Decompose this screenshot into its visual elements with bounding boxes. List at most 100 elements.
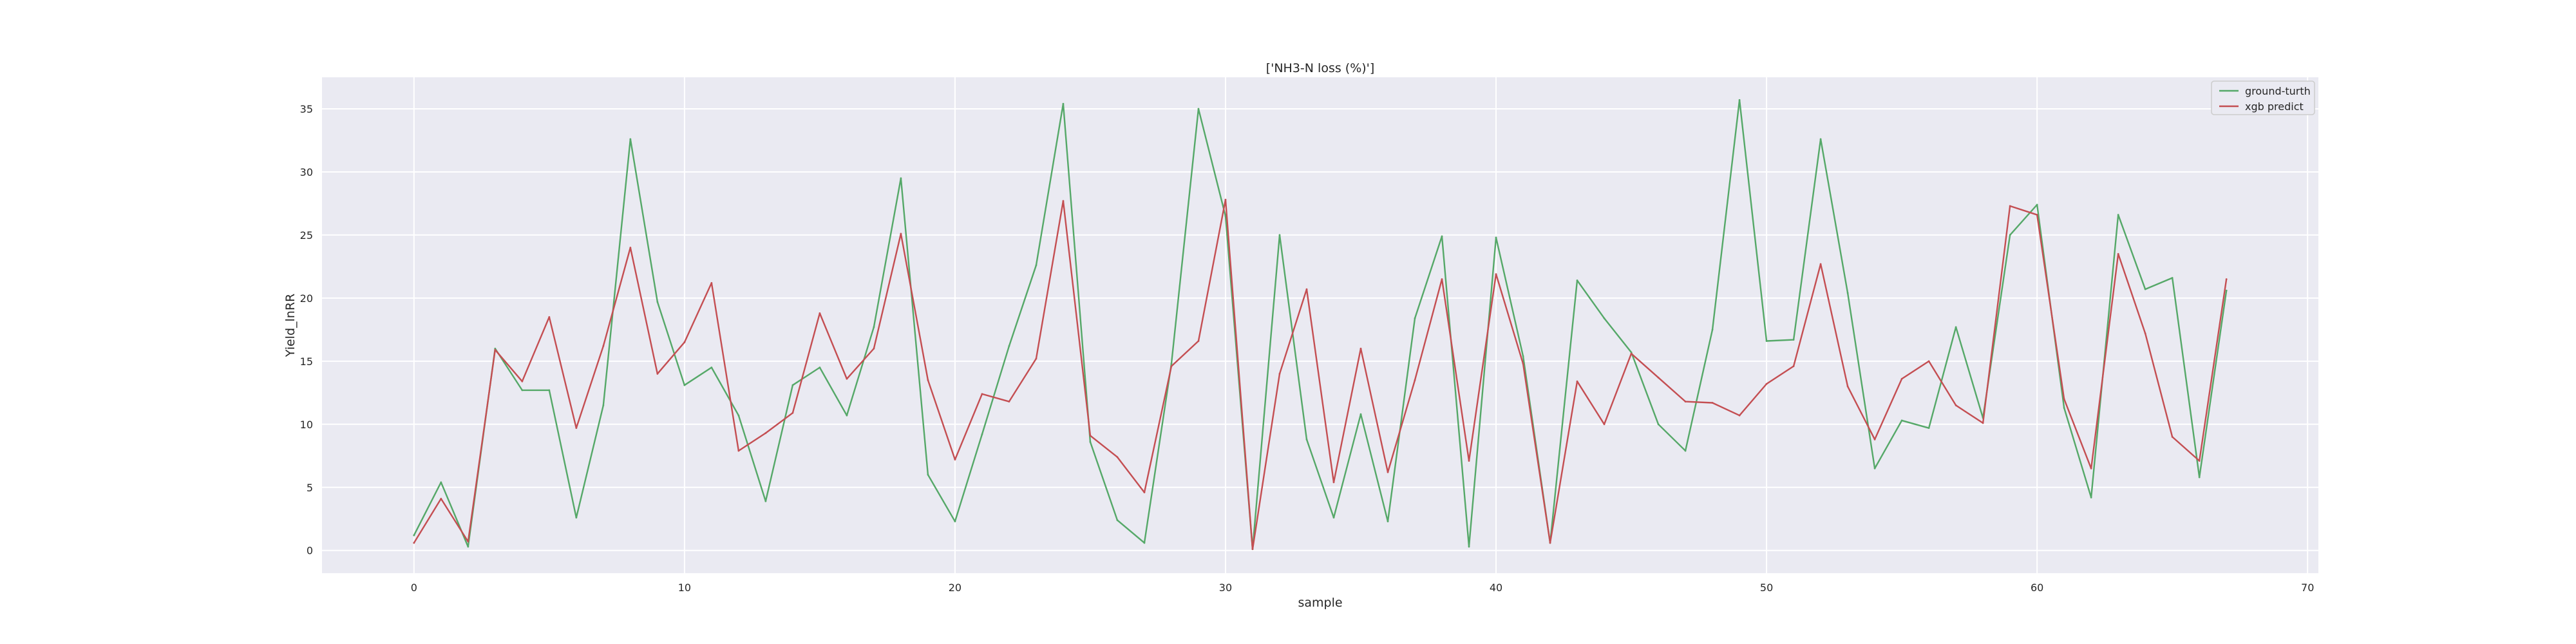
data-point (1116, 519, 1119, 522)
data-point (683, 341, 686, 343)
x-tick-label: 0 (411, 582, 417, 594)
y-tick-label: 5 (307, 482, 313, 494)
data-point (1900, 419, 1903, 422)
data-point (2198, 476, 2201, 478)
data-point (1224, 215, 1227, 217)
data-point (2144, 288, 2146, 290)
data-point (2198, 460, 2201, 462)
data-point (1955, 404, 1957, 406)
data-point (791, 412, 794, 414)
data-point (1900, 377, 1903, 380)
data-point (656, 373, 659, 375)
data-point (1792, 365, 1795, 368)
data-point (900, 177, 902, 180)
data-point (873, 347, 875, 350)
data-point (602, 345, 605, 347)
data-point (1170, 365, 1173, 368)
data-point (1441, 235, 1443, 238)
data-point (2225, 289, 2228, 292)
data-point (1305, 288, 1308, 290)
data-point (2171, 435, 2174, 438)
data-point (737, 414, 740, 417)
data-point (1711, 328, 1714, 331)
data-point (1414, 379, 1416, 381)
data-point (1657, 376, 1660, 379)
y-ticks: 0 5 10 15 20 25 30 35 (300, 103, 313, 557)
x-tick-label: 40 (1490, 582, 1502, 594)
y-tick-label: 35 (300, 103, 313, 115)
legend-label: xgb predict (2245, 100, 2304, 113)
data-point (1414, 317, 1416, 319)
data-point (846, 377, 848, 380)
y-tick-label: 20 (300, 292, 313, 305)
data-point (656, 301, 659, 303)
y-tick-label: 15 (300, 355, 313, 368)
data-point (819, 312, 821, 314)
data-point (1359, 413, 1362, 415)
data-point (1603, 317, 1605, 319)
data-point (548, 389, 551, 392)
y-tick-label: 10 (300, 419, 313, 431)
data-point (1765, 383, 1768, 385)
chart-title: ['NH3-N loss (%)'] (1266, 61, 1375, 75)
data-point (2063, 398, 2065, 401)
data-point (1468, 545, 1470, 548)
data-point (2090, 497, 2092, 498)
data-point (1549, 542, 1551, 544)
plot-area (322, 77, 2318, 573)
data-point (1765, 340, 1768, 342)
data-point (764, 500, 767, 502)
data-point (1846, 385, 1849, 388)
data-point (1738, 414, 1741, 417)
x-tick-label: 20 (949, 582, 961, 594)
data-point (900, 232, 902, 235)
data-point (1008, 401, 1010, 402)
data-point (1684, 401, 1687, 402)
x-axis-label: sample (1298, 596, 1342, 610)
data-point (1278, 373, 1281, 375)
data-point (413, 534, 415, 536)
data-point (494, 347, 497, 350)
data-point (1008, 345, 1010, 347)
data-point (710, 366, 713, 369)
data-point (1143, 491, 1146, 494)
data-point (819, 366, 821, 369)
data-point (1630, 352, 1633, 355)
data-point (1143, 542, 1146, 544)
legend-label: ground-turth (2245, 85, 2311, 97)
y-tick-label: 0 (307, 545, 313, 557)
data-point (413, 542, 415, 544)
data-point (575, 427, 578, 430)
data-point (2063, 406, 2065, 409)
data-point (1576, 380, 1578, 383)
data-point (1927, 360, 1930, 363)
data-point (683, 384, 686, 386)
data-point (1846, 292, 1849, 294)
data-point (548, 316, 551, 318)
data-point (927, 473, 929, 476)
series-line (413, 198, 2228, 550)
data-point (521, 380, 524, 383)
data-point (846, 414, 848, 417)
data-point (954, 459, 956, 461)
data-point (1955, 326, 1957, 328)
data-point (764, 432, 767, 434)
data-point (1197, 340, 1200, 342)
data-point (2171, 277, 2174, 279)
x-tick-label: 10 (678, 582, 691, 594)
data-point (1387, 471, 1389, 473)
data-point (791, 384, 794, 386)
data-point (1792, 339, 1795, 341)
data-point (1332, 516, 1335, 519)
y-axis-label: Yield_lnRR (283, 294, 298, 357)
data-point (602, 404, 605, 406)
data-point (1035, 264, 1037, 267)
data-point (1630, 351, 1633, 354)
data-point (981, 393, 983, 395)
data-point (1089, 440, 1092, 443)
data-point (629, 138, 632, 140)
series-line (413, 99, 2228, 550)
x-ticks: 0 10 20 30 40 50 60 70 (411, 582, 2315, 594)
y-tick-label: 30 (300, 166, 313, 178)
data-point (2117, 214, 2119, 216)
